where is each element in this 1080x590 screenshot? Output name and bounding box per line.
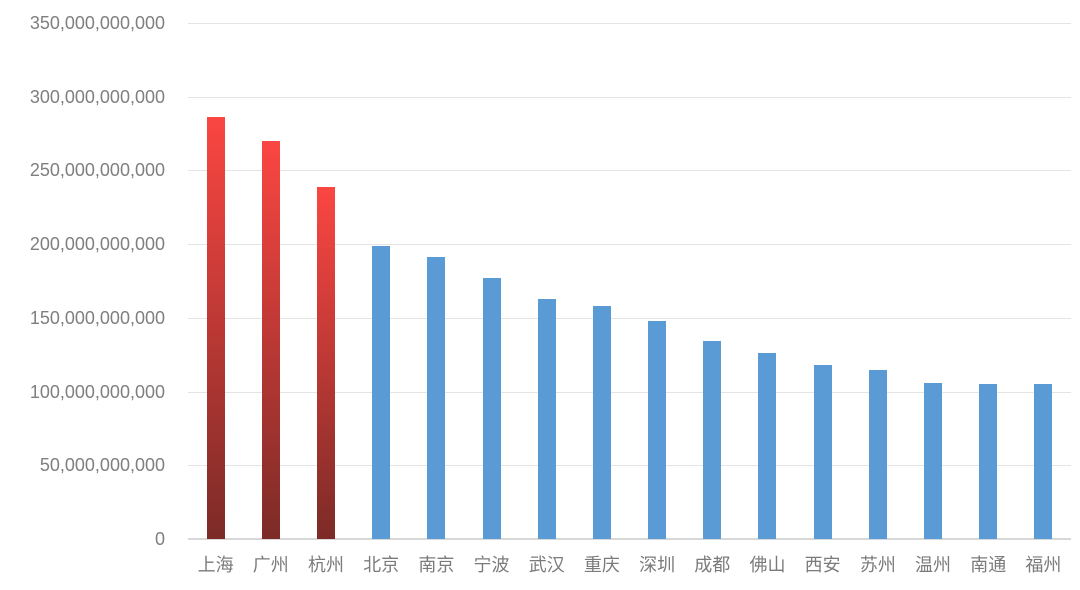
bar-深圳 bbox=[648, 320, 667, 539]
bar-成都 bbox=[703, 340, 722, 539]
x-category-label: 上海 bbox=[197, 555, 234, 575]
x-category-label: 杭州 bbox=[307, 555, 344, 575]
bar-南京 bbox=[427, 257, 446, 539]
gridline bbox=[188, 23, 1071, 24]
x-category-label: 武汉 bbox=[528, 555, 565, 575]
bar-福州 bbox=[1034, 384, 1053, 539]
y-tick-label: 350,000,000,000 bbox=[29, 13, 165, 33]
bar-南通 bbox=[979, 384, 998, 539]
y-tick-label: 50,000,000,000 bbox=[39, 455, 165, 476]
y-tick-label: 300,000,000,000 bbox=[29, 86, 165, 107]
bar-重庆 bbox=[592, 306, 611, 539]
x-category-label: 苏州 bbox=[859, 555, 896, 575]
x-category-label: 南通 bbox=[970, 555, 1007, 575]
gridline bbox=[188, 391, 1071, 393]
x-category-label: 成都 bbox=[694, 555, 731, 575]
x-axis-baseline bbox=[188, 538, 1071, 540]
bar-西安 bbox=[813, 365, 832, 539]
bar-苏州 bbox=[868, 370, 887, 539]
y-tick-label: 200,000,000,000 bbox=[29, 234, 165, 255]
x-category-label: 温州 bbox=[915, 555, 952, 575]
bar-温州 bbox=[924, 383, 943, 539]
bar-广州 bbox=[261, 140, 280, 539]
y-tick-label: 250,000,000,000 bbox=[29, 160, 165, 181]
x-category-label: 福州 bbox=[1025, 555, 1062, 575]
gridline bbox=[188, 465, 1071, 467]
bar-武汉 bbox=[537, 299, 556, 539]
y-tick-label: 100,000,000,000 bbox=[29, 381, 165, 402]
x-category-label: 佛山 bbox=[749, 555, 786, 575]
x-category-label: 深圳 bbox=[639, 555, 676, 575]
x-category-label: 重庆 bbox=[583, 555, 620, 575]
bar-宁波 bbox=[482, 278, 501, 539]
bar-佛山 bbox=[758, 352, 777, 539]
y-tick-label: 0 bbox=[154, 529, 165, 549]
bar-北京 bbox=[372, 246, 391, 539]
x-category-label: 南京 bbox=[418, 555, 455, 575]
gridline bbox=[188, 244, 1071, 246]
x-category-label: 广州 bbox=[252, 555, 289, 575]
bar-杭州 bbox=[316, 187, 335, 539]
x-category-label: 北京 bbox=[363, 555, 400, 575]
bar-上海 bbox=[206, 116, 225, 539]
x-category-label: 西安 bbox=[804, 555, 841, 575]
gridline bbox=[188, 170, 1071, 172]
y-tick-label: 150,000,000,000 bbox=[29, 307, 165, 328]
gridline bbox=[188, 96, 1071, 98]
gridline bbox=[188, 317, 1071, 319]
x-category-label: 宁波 bbox=[473, 555, 510, 575]
